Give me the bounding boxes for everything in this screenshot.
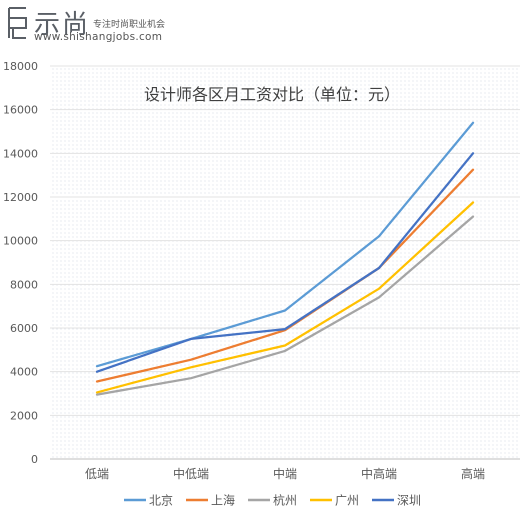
legend: 北京 上海 杭州 广州 深圳 — [124, 493, 421, 508]
y-tick-label: 10000 — [3, 235, 38, 248]
logo-url: www.shishangjobs.com — [34, 31, 163, 43]
y-tick-label: 0 — [31, 453, 38, 466]
series-line-4 — [95, 201, 475, 394]
legend-label: 上海 — [211, 493, 235, 508]
x-tick-label: 低端 — [85, 467, 109, 481]
logo-name: 示尚 — [34, 10, 91, 40]
y-axis-ticks: 0 2000 4000 6000 8000 10000 12000 14000 16000 180… — [3, 60, 38, 466]
plot-area-background — [50, 66, 520, 460]
x-tick-label: 中低端 — [173, 466, 209, 481]
x-axis-ticks: 低端 中低端 中端 中高端 高端 — [85, 466, 485, 481]
series-line-1 — [95, 121, 475, 368]
y-tick-label: 18000 — [3, 60, 38, 73]
y-tick-label: 14000 — [3, 147, 38, 160]
x-tick-label: 中高端 — [361, 466, 397, 481]
y-tick-label: 16000 — [3, 104, 38, 117]
legend-label: 杭州 — [273, 493, 297, 508]
y-tick-label: 6000 — [10, 322, 38, 335]
legend-label: 广州 — [335, 494, 359, 508]
x-tick-label: 中端 — [273, 466, 297, 481]
series-lines — [95, 121, 475, 396]
logo-slogan: 专注时尚职业机会 — [93, 20, 166, 30]
y-tick-label: 8000 — [10, 278, 38, 291]
site-header: 示尚 专注时尚职业机会 www.shishangjobs.com — [0, 0, 528, 48]
y-tick-label: 2000 — [10, 409, 38, 422]
y-tick-label: 4000 — [10, 366, 38, 379]
y-tick-label: 12000 — [3, 191, 38, 204]
legend-label: 深圳 — [397, 494, 421, 508]
legend-label: 北京 — [149, 494, 173, 508]
series-line-3 — [95, 215, 475, 396]
chart-title: 设计师各区月工资对比（单位：元） — [144, 85, 400, 104]
series-line-5 — [95, 152, 475, 373]
logo-icon — [8, 7, 27, 39]
x-tick-label: 高端 — [461, 466, 485, 481]
gridlines — [50, 65, 520, 460]
